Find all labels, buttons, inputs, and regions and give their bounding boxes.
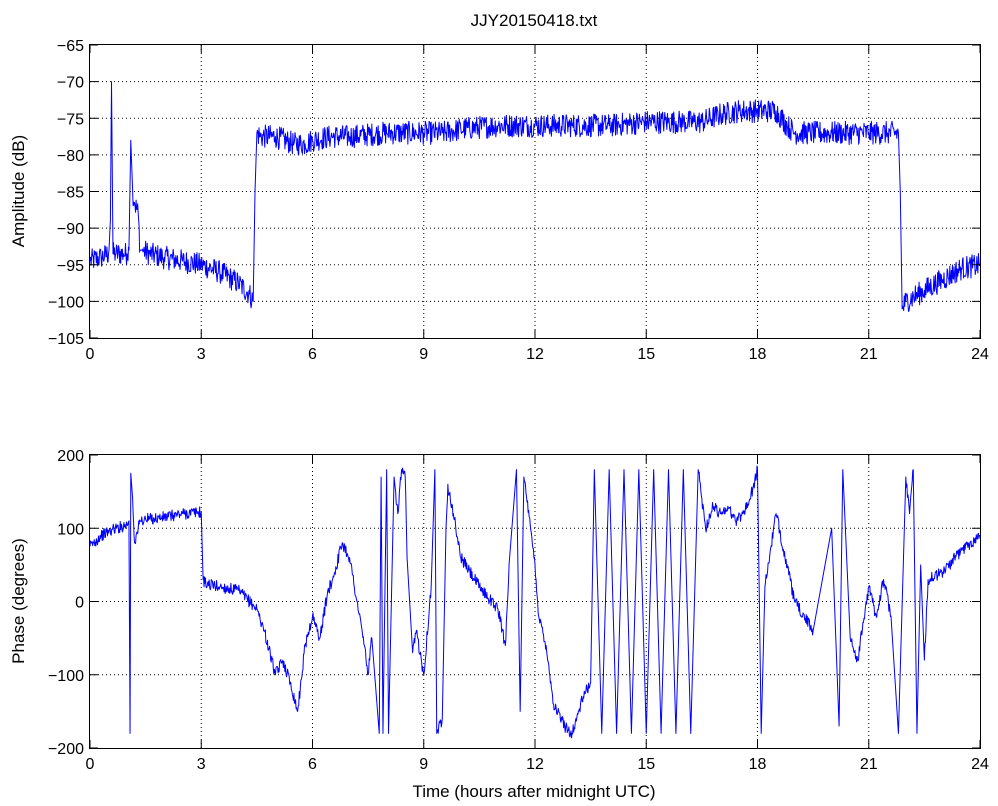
series-line bbox=[89, 81, 981, 312]
amplitude-plot: JJY20150418.txt 0 3 6 9 12 15 18 21 24 −65 −70 −75 −… bbox=[9, 11, 989, 363]
y-tick-label: 200 bbox=[57, 448, 84, 465]
x-tick-label: 12 bbox=[526, 756, 544, 773]
x-tick-label: 18 bbox=[749, 756, 767, 773]
x-tick-label: 9 bbox=[419, 346, 428, 363]
x-tick-label: 24 bbox=[971, 346, 989, 363]
y-tick-label: −95 bbox=[57, 258, 84, 275]
amplitude-axes-frame bbox=[89, 44, 981, 339]
x-tick-label: 3 bbox=[197, 346, 206, 363]
y-tick-label: −70 bbox=[57, 75, 84, 92]
amplitude-grid bbox=[90, 45, 980, 338]
y-tick-label: 100 bbox=[57, 521, 84, 538]
phase-grid bbox=[90, 455, 980, 748]
x-tick-label: 3 bbox=[197, 756, 206, 773]
x-tick-label: 9 bbox=[419, 756, 428, 773]
x-tick-label: 6 bbox=[308, 756, 317, 773]
x-tick-label: 21 bbox=[860, 756, 878, 773]
amplitude-ticks: 0 3 6 9 12 15 18 21 24 −65 −70 −75 −80 −85 −90 −95 −100 −… bbox=[48, 38, 989, 363]
phase-axes-frame bbox=[89, 454, 981, 749]
phase-series bbox=[89, 465, 981, 739]
amplitude-series bbox=[89, 81, 981, 312]
y-tick-label: −100 bbox=[48, 668, 84, 685]
y-tick-label: 0 bbox=[75, 595, 84, 612]
x-tick-label: 12 bbox=[526, 346, 544, 363]
phase-y-axis-label: Phase (degrees) bbox=[9, 538, 28, 664]
y-tick-label: −85 bbox=[57, 185, 84, 202]
phase-plot: 0 3 6 9 12 15 18 21 24 200 100 0 −100 −200 Phase (deg… bbox=[9, 448, 989, 801]
x-tick-label: 0 bbox=[86, 346, 95, 363]
x-tick-label: 15 bbox=[637, 756, 655, 773]
x-tick-label: 21 bbox=[860, 346, 878, 363]
x-tick-label: 6 bbox=[308, 346, 317, 363]
series-line bbox=[89, 465, 981, 739]
y-tick-label: −65 bbox=[57, 38, 84, 55]
y-tick-label: −90 bbox=[57, 221, 84, 238]
chart-title: JJY20150418.txt bbox=[471, 11, 598, 30]
phase-ticks: 0 3 6 9 12 15 18 21 24 200 100 0 −100 −200 bbox=[48, 448, 989, 773]
x-tick-label: 0 bbox=[86, 756, 95, 773]
y-tick-label: −105 bbox=[48, 331, 84, 348]
y-tick-label: −80 bbox=[57, 148, 84, 165]
x-tick-label: 15 bbox=[637, 346, 655, 363]
x-tick-label: 18 bbox=[749, 346, 767, 363]
y-tick-label: −200 bbox=[48, 741, 84, 758]
amplitude-y-axis-label: Amplitude (dB) bbox=[9, 135, 28, 247]
x-tick-label: 24 bbox=[971, 756, 989, 773]
y-tick-label: −75 bbox=[57, 111, 84, 128]
y-tick-label: −100 bbox=[48, 294, 84, 311]
phase-x-axis-label: Time (hours after midnight UTC) bbox=[412, 782, 655, 801]
